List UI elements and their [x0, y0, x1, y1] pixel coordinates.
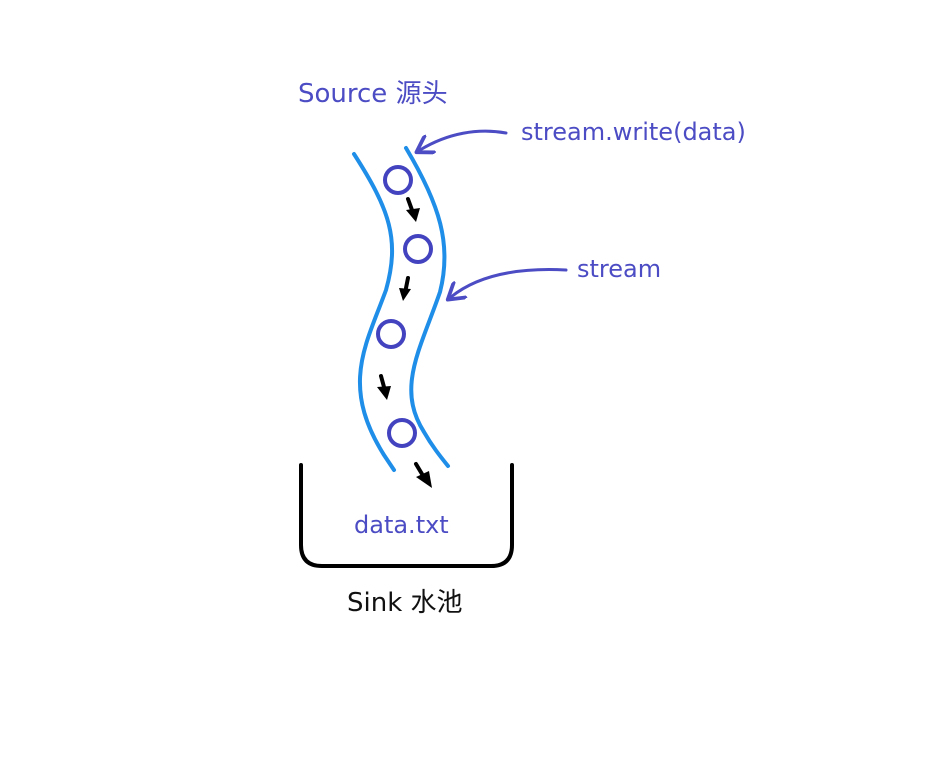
flow-arrow-3	[377, 374, 391, 400]
data-chunks	[376, 165, 433, 448]
stream-pointer-arrow	[451, 268, 568, 297]
flow-arrows	[377, 197, 432, 488]
data-chunk-3	[376, 319, 406, 349]
write-call-label: stream.write(data)	[521, 118, 746, 146]
stream-right-bank	[404, 146, 450, 468]
sink-container	[299, 463, 514, 568]
sink-label: Sink 水池	[347, 588, 463, 618]
stream-left-bank	[352, 152, 396, 472]
data-chunk-4	[387, 418, 417, 448]
data-chunk-2	[403, 234, 433, 264]
data-chunk-1	[383, 165, 413, 195]
stream-label: stream	[577, 255, 662, 283]
flow-arrow-2	[399, 276, 411, 301]
write-pointer-arrow	[420, 129, 508, 150]
source-label: Source 源头	[298, 79, 448, 109]
flow-arrow-1	[406, 197, 420, 222]
flow-arrow-4	[414, 462, 432, 488]
file-label: data.txt	[354, 511, 449, 539]
